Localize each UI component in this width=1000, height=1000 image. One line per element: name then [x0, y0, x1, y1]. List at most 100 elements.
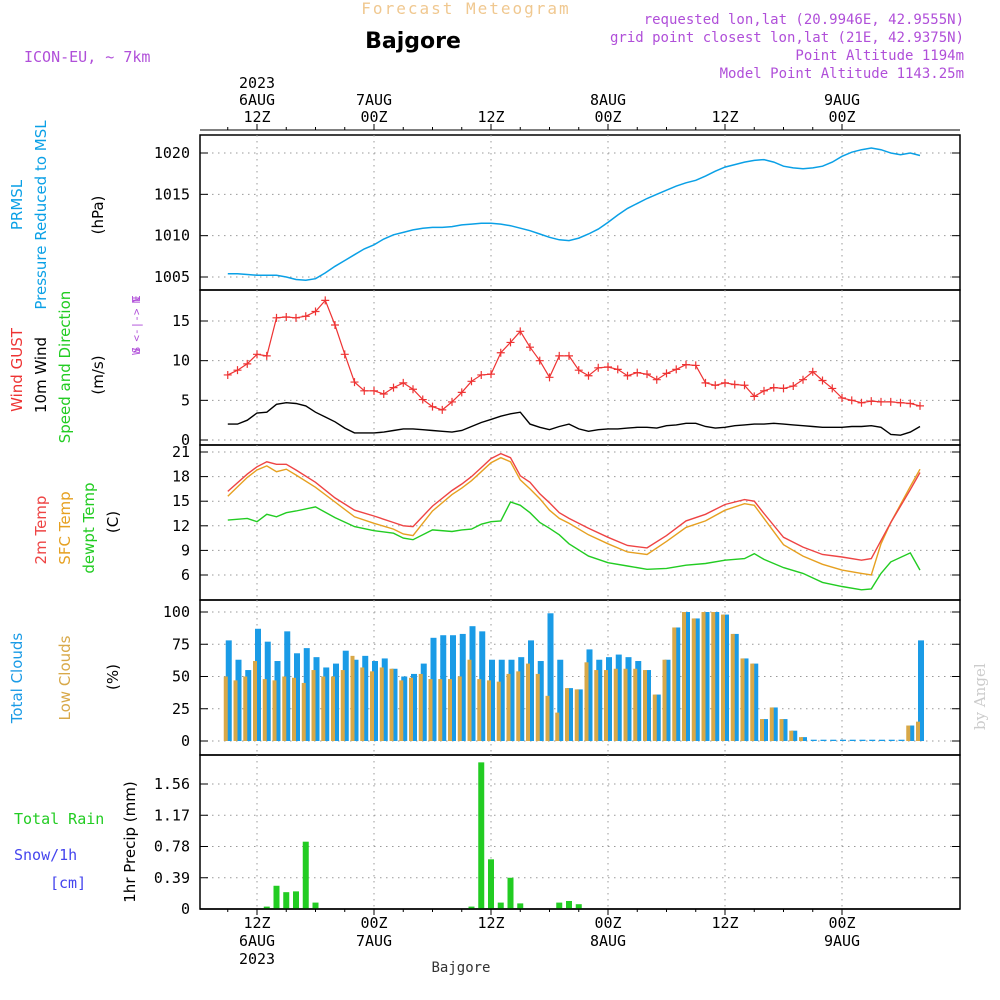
- low-cloud-bar: [457, 676, 462, 741]
- gust-marker: [311, 307, 320, 316]
- rain-bar: [302, 841, 309, 909]
- gust-marker: [516, 327, 525, 336]
- gust-marker: [604, 363, 612, 372]
- low-cloud-bar: [682, 612, 686, 741]
- gust-marker: [808, 367, 817, 376]
- grid-coords: grid point closest lon,lat (21E, 42.9375…: [610, 30, 964, 46]
- total-cloud-bar: [820, 739, 827, 741]
- ytick-label-wind: 5: [181, 391, 190, 409]
- total-cloud-bar: [440, 635, 447, 741]
- total-cloud-bar: [342, 650, 349, 741]
- low-cloud-bar: [350, 655, 355, 741]
- model-label: ICON-EU, ~ 7km: [24, 48, 150, 66]
- wind10m-label: 10m Wind: [32, 337, 50, 413]
- ytick-label-clouds: 50: [172, 668, 190, 686]
- total-cloud-bar: [693, 618, 700, 741]
- total-cloud-bar: [771, 707, 778, 741]
- total-cloud-bar: [362, 655, 369, 741]
- pressure-unit: (hPa): [89, 196, 107, 235]
- total-cloud-bar: [323, 667, 330, 741]
- total-cloud-bar: [489, 659, 495, 741]
- bottom-time-label: 00Z: [594, 914, 621, 932]
- gust-marker: [711, 381, 720, 390]
- low-cloud-bar: [652, 694, 657, 741]
- total-cloud-bar: [625, 657, 632, 741]
- rain-bar: [556, 902, 563, 909]
- gust-marker: [896, 398, 905, 407]
- low-cloud-bar: [691, 618, 696, 741]
- gust-label: Wind GUST: [8, 327, 26, 412]
- total-cloud-bar: [645, 670, 651, 741]
- low-cloud-bar: [906, 725, 911, 741]
- gust-marker: [282, 313, 291, 322]
- rain-bar: [263, 906, 270, 909]
- top-time-label: 12Z: [243, 108, 270, 126]
- rain-bar: [517, 903, 524, 909]
- ytick-label-precip: 0: [181, 900, 190, 918]
- low-cloud-bar: [584, 662, 589, 741]
- total-cloud-bar: [869, 739, 876, 741]
- bottom-time-label: 8AUG: [590, 932, 626, 950]
- low-cloud-bar: [389, 668, 394, 741]
- low-cloud-bar: [701, 612, 706, 741]
- total-cloud-bar: [596, 659, 603, 741]
- rain-bar: [575, 904, 582, 909]
- gust-marker: [623, 371, 632, 380]
- gust-marker: [399, 378, 408, 387]
- gust-marker: [409, 385, 417, 394]
- low-cloud-bar: [399, 680, 404, 741]
- total-cloud-bar: [888, 739, 895, 741]
- gust-marker: [243, 359, 252, 368]
- temp2m-line: [227, 452, 921, 561]
- total-cloud-bar: [333, 663, 339, 741]
- gust-marker: [233, 366, 242, 375]
- supertitle: Forecast Meteogram: [361, 0, 570, 18]
- gust-marker: [662, 369, 671, 378]
- rain-bar: [507, 877, 514, 909]
- bottom-time-label: 6AUG: [239, 932, 275, 950]
- point-altitude: Point Altitude 1194m: [795, 48, 964, 64]
- low-cloud-bar: [565, 688, 569, 741]
- gust-marker: [428, 402, 437, 411]
- precip-legend-label: Snow/1h: [14, 846, 77, 864]
- total-cloud-bar: [469, 626, 476, 741]
- total-cloud-bar: [791, 730, 798, 741]
- gust-marker: [789, 382, 798, 391]
- total-cloud-bar: [762, 719, 768, 741]
- top-time-label: 9AUG: [824, 91, 860, 109]
- panel-frame-pressure: [199, 134, 961, 291]
- low-cloud-bar: [633, 668, 638, 741]
- low-cloud-bar: [409, 677, 413, 741]
- gust-marker: [750, 392, 759, 401]
- ytick-label-clouds: 0: [181, 732, 190, 750]
- total-cloud-bar: [713, 612, 720, 741]
- total-cloud-bar: [567, 688, 573, 741]
- gust-marker: [906, 399, 915, 408]
- location-title: Bajgore: [365, 29, 461, 54]
- total-cloud-bar: [684, 612, 690, 741]
- total-cloud-bar: [264, 641, 271, 741]
- gust-marker: [769, 383, 778, 392]
- gust-marker: [379, 389, 388, 398]
- gust-marker: [633, 368, 642, 377]
- precip-unit: 1hr Precip (mm): [121, 781, 139, 902]
- dewpt-line: [227, 501, 921, 591]
- low-cloud-bar: [662, 659, 667, 741]
- ytick-label-pressure: 1020: [154, 144, 190, 162]
- total-cloud-bar: [479, 631, 486, 741]
- low-cloud-bar: [379, 667, 384, 741]
- ytick-label-pressure: 1010: [154, 227, 190, 245]
- ytick-label-precip: 0.39: [154, 869, 190, 887]
- low-cloud-bar: [594, 670, 599, 741]
- gust-marker: [799, 375, 807, 384]
- total-cloud-bar: [459, 633, 466, 741]
- total-cloud-bar: [391, 668, 398, 741]
- ytick-label-temperature: 21: [172, 443, 190, 461]
- pressure-line: [227, 147, 921, 282]
- low-cloud-bar: [516, 671, 521, 741]
- total-cloud-bar: [420, 663, 427, 741]
- gust-marker: [418, 395, 427, 404]
- gust-marker: [701, 378, 710, 387]
- gust-marker: [565, 351, 573, 360]
- low-cloud-bar: [555, 712, 560, 741]
